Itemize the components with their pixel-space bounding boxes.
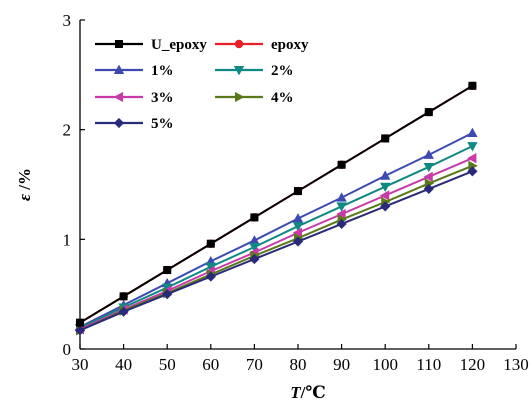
legend-item-u-epoxy: U_epoxy bbox=[95, 37, 207, 53]
legend-swatch-marker bbox=[115, 40, 124, 49]
legend-item-3pct: 3% bbox=[95, 90, 174, 106]
legend-label: 1% bbox=[151, 63, 174, 79]
legend-swatch-marker bbox=[113, 117, 125, 129]
data-point-2pct bbox=[249, 243, 260, 253]
series-4pct bbox=[76, 160, 478, 336]
data-point-3pct bbox=[379, 190, 390, 201]
data-point-5pct bbox=[249, 254, 260, 265]
data-point-3pct bbox=[292, 227, 303, 238]
series-5pct bbox=[74, 166, 478, 336]
data-point-5pct bbox=[74, 325, 86, 336]
data-point-1pct bbox=[336, 192, 347, 202]
data-point-5pct bbox=[423, 183, 434, 194]
x-tick-label: 90 bbox=[333, 355, 350, 374]
y-tick-label: 2 bbox=[63, 121, 72, 140]
y-tick-label: 1 bbox=[63, 230, 72, 249]
legend-item-1pct: 1% bbox=[95, 63, 174, 79]
data-point-5pct bbox=[467, 166, 478, 177]
data-point-u-epoxy bbox=[337, 160, 346, 169]
x-axis-label: T/℃ bbox=[290, 383, 325, 402]
data-point-1pct bbox=[292, 213, 304, 223]
x-tick-label: 70 bbox=[246, 355, 263, 374]
y-tick-label: 0 bbox=[63, 340, 72, 359]
legend-item-epoxy: epoxy bbox=[215, 37, 309, 53]
data-point-2pct bbox=[380, 182, 391, 193]
legend-label: 5% bbox=[151, 116, 174, 132]
legend-item-5pct: 5% bbox=[95, 116, 174, 132]
x-tick-label: 110 bbox=[416, 355, 441, 374]
data-point-3pct bbox=[336, 208, 346, 220]
x-tick-label: 30 bbox=[72, 355, 89, 374]
x-tick-label: 130 bbox=[503, 355, 529, 374]
legend-label: U_epoxy bbox=[151, 37, 207, 53]
data-point-2pct bbox=[467, 142, 478, 152]
series-line-u-epoxy bbox=[79, 84, 473, 324]
data-point-5pct bbox=[292, 236, 304, 247]
x-tick-label: 40 bbox=[115, 355, 132, 374]
legend-label: 2% bbox=[271, 63, 294, 79]
x-tick-label: 50 bbox=[159, 355, 176, 374]
data-point-2pct bbox=[423, 162, 434, 173]
legend-swatch-marker bbox=[234, 39, 244, 49]
data-point-u-epoxy bbox=[293, 187, 302, 196]
data-point-u-epoxy bbox=[250, 213, 259, 222]
x-axis-label-unit: /℃ bbox=[300, 383, 326, 402]
data-point-u-epoxy bbox=[468, 81, 477, 90]
axes: 30 40 50 60 70 80 90 100 110 120 130 0 1 2 3 bbox=[63, 11, 529, 374]
series-line-3pct bbox=[79, 157, 473, 331]
data-point-2pct bbox=[336, 202, 347, 212]
data-point-u-epoxy bbox=[206, 239, 215, 248]
data-point-1pct bbox=[423, 149, 434, 159]
y-axis-label-unit: /% bbox=[15, 168, 34, 194]
legend-label: epoxy bbox=[271, 37, 309, 53]
legend: U_epoxy epoxy 1% 2% 3% 4% 5% bbox=[95, 37, 309, 132]
x-tick-label: 120 bbox=[460, 355, 486, 374]
x-axis-label-symbol: T bbox=[290, 383, 301, 402]
x-tick-label: 100 bbox=[372, 355, 398, 374]
y-tick-label: 3 bbox=[63, 11, 72, 30]
data-point-5pct bbox=[336, 218, 347, 230]
data-point-1pct bbox=[380, 170, 391, 180]
data-point-5pct bbox=[118, 306, 129, 317]
legend-swatch-marker bbox=[113, 91, 123, 103]
data-point-2pct bbox=[292, 222, 304, 232]
data-point-1pct bbox=[467, 127, 478, 137]
legend-item-2pct: 2% bbox=[215, 63, 294, 79]
series-layer bbox=[74, 81, 478, 336]
data-point-u-epoxy bbox=[76, 318, 85, 327]
data-point-5pct bbox=[380, 201, 391, 212]
series-1pct bbox=[74, 127, 478, 332]
y-axis-label: ε /% bbox=[15, 168, 34, 201]
data-point-3pct bbox=[423, 171, 433, 183]
x-tick-label: 80 bbox=[290, 355, 307, 374]
legend-item-4pct: 4% bbox=[215, 90, 294, 106]
legend-swatch-marker bbox=[113, 64, 125, 74]
series-line-4pct bbox=[79, 164, 473, 332]
series-u-epoxy bbox=[76, 81, 477, 327]
data-point-u-epoxy bbox=[119, 292, 128, 301]
series-line-5pct bbox=[79, 170, 473, 332]
data-point-u-epoxy bbox=[424, 108, 433, 117]
legend-label: 3% bbox=[151, 90, 174, 106]
legend-swatch-marker bbox=[233, 66, 245, 76]
data-point-5pct bbox=[162, 289, 173, 300]
data-point-3pct bbox=[467, 153, 477, 164]
legend-swatch-marker bbox=[234, 91, 245, 103]
legend-label: 4% bbox=[271, 90, 294, 106]
x-tick-label: 60 bbox=[202, 355, 219, 374]
data-point-5pct bbox=[205, 271, 216, 282]
series-line-1pct bbox=[79, 132, 473, 328]
series-line-2pct bbox=[79, 145, 473, 330]
data-point-u-epoxy bbox=[381, 134, 390, 143]
data-point-1pct bbox=[249, 235, 260, 245]
data-point-u-epoxy bbox=[163, 266, 172, 275]
y-axis-label-symbol: ε bbox=[15, 194, 34, 201]
